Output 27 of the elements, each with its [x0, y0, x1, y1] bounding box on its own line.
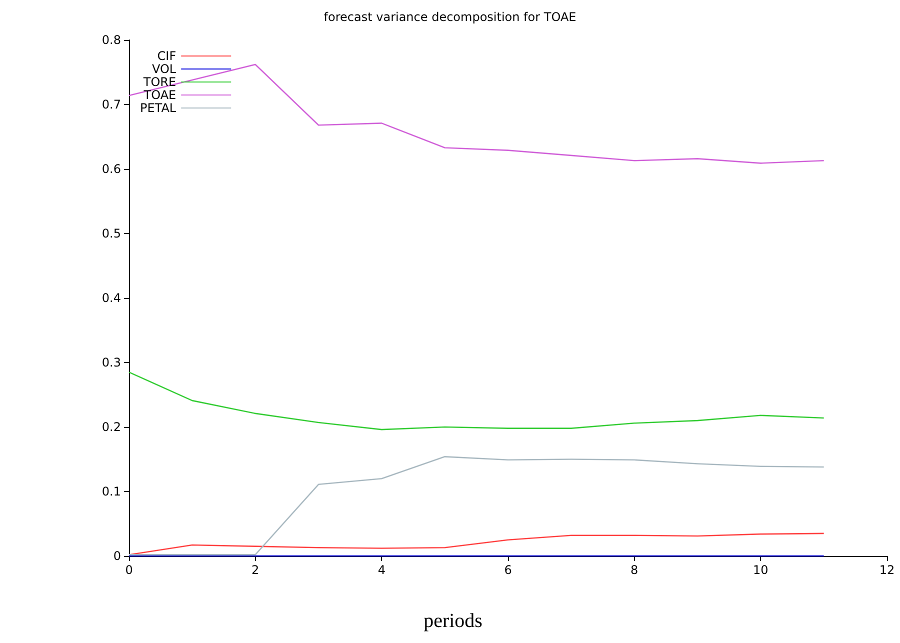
y-tick-label: 0.3	[102, 356, 121, 370]
legend-label: PETAL	[140, 101, 176, 115]
x-tick-label: 10	[753, 563, 768, 577]
y-tick-label: 0.7	[102, 98, 121, 112]
line-series	[128, 532, 824, 556]
line-series	[128, 372, 824, 430]
x-axis-title: periods	[424, 610, 483, 632]
y-tick-label: 0	[113, 549, 121, 563]
y-tick-label: 0.6	[102, 162, 121, 176]
x-tick-label: 0	[125, 563, 133, 577]
y-tick-label: 0.5	[102, 226, 121, 240]
legend-label: CIF	[157, 49, 176, 63]
y-tick-label: 0.8	[102, 33, 121, 47]
y-tick-label: 0.2	[102, 420, 121, 434]
legend-label: VOL	[152, 62, 176, 76]
y-tick-label: 0.4	[102, 291, 121, 305]
x-tick-label: 4	[378, 563, 386, 577]
x-tick-label: 2	[252, 563, 260, 577]
legend-label: TOAE	[142, 88, 176, 102]
legend-label: TORE	[142, 75, 176, 89]
x-tick-label: 12	[879, 563, 895, 577]
line-series	[128, 456, 824, 556]
chart-title: forecast variance decomposition for TOAE	[324, 10, 576, 24]
x-tick-label: 8	[630, 563, 638, 577]
line-series	[128, 64, 824, 164]
y-tick-label: 0.1	[102, 484, 121, 498]
x-tick-label: 6	[504, 563, 512, 577]
